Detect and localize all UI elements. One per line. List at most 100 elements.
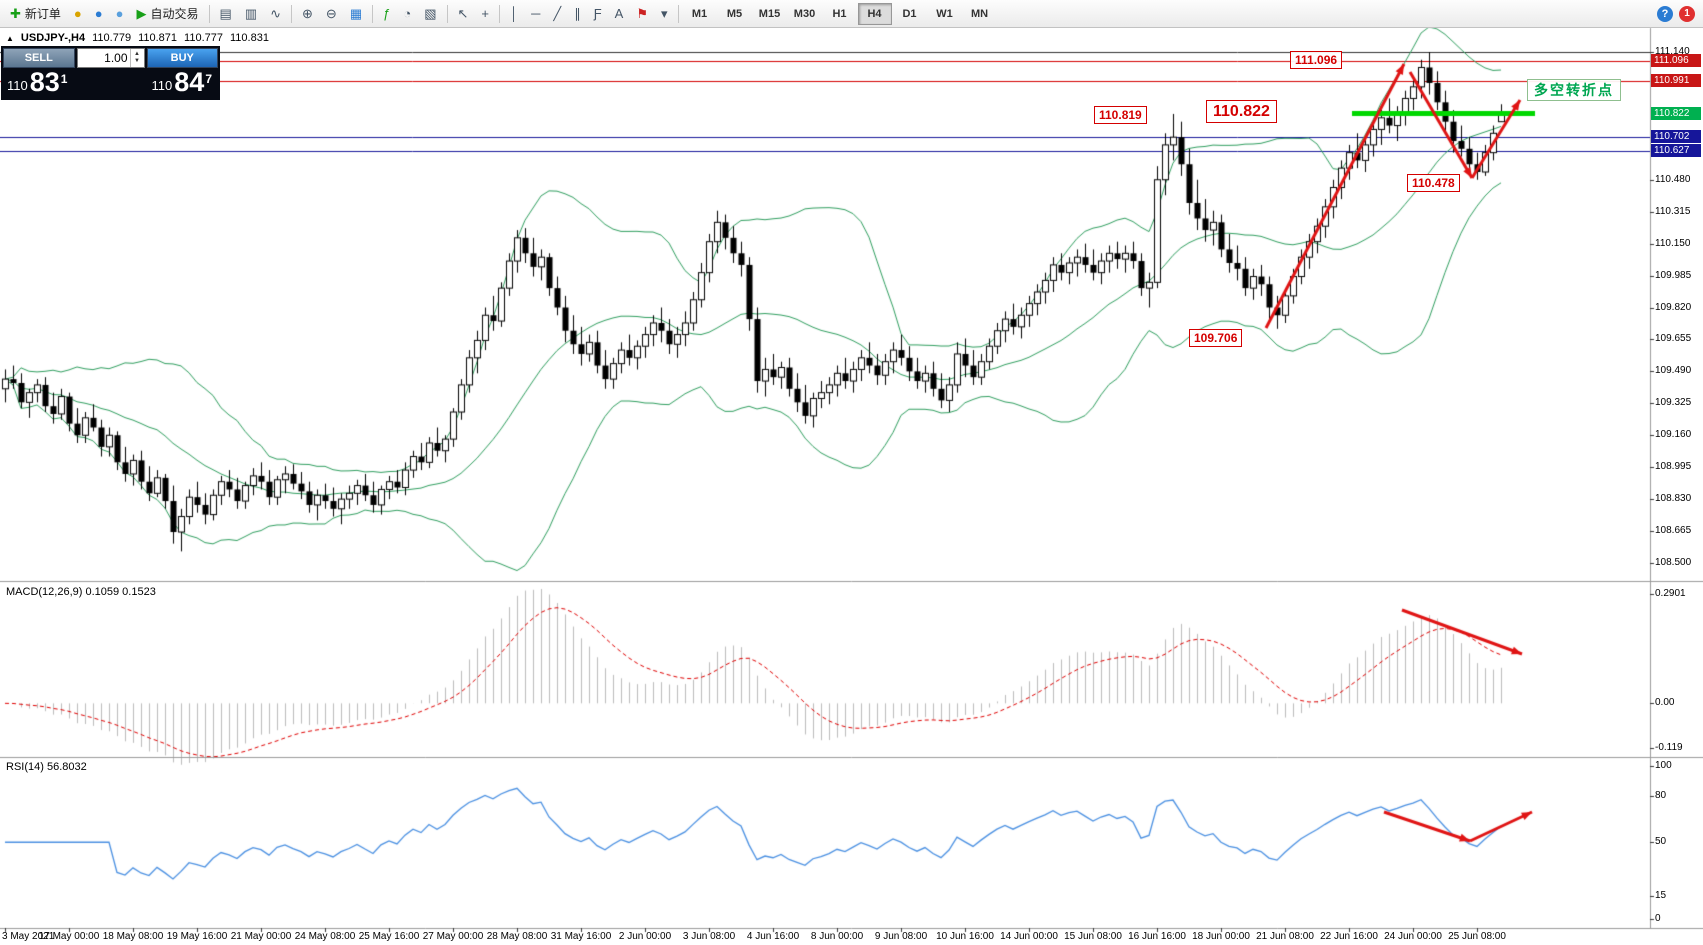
toolbar: ✚ 新订单 ● ● ● ▶ 自动交易 ▤ ▥ ∿ ⊕ ⊖ ▦ ƒ ◔ ▧ ↖ + │ ─ ╱ ∥ Ƒ A ⚑ ▾ M1 M5 M15 M3… — [0, 0, 1703, 28]
template-icon: ▧ — [424, 6, 437, 21]
autotrading-button-label: 自动交易 — [150, 7, 199, 21]
line-chart-button[interactable]: ∿ — [264, 2, 287, 26]
sell-price-sup: 1 — [60, 72, 68, 86]
cursor-icon: ↖ — [457, 6, 469, 21]
chat-button[interactable]: ● — [110, 2, 130, 26]
volume-field: ▲ ▼ — [76, 48, 145, 68]
deposit-icon-button[interactable]: ● — [68, 2, 88, 26]
toolbar-separator — [372, 4, 374, 23]
macd-indicator-label: MACD(12,26,9) 0.1059 0.1523 — [6, 586, 156, 598]
timeframe-m5-button[interactable]: M5 — [726, 7, 743, 20]
toolbar-separator — [291, 4, 293, 23]
price-level-label[interactable]: 110.819 — [1094, 106, 1147, 124]
help-icon[interactable]: ? — [1657, 5, 1673, 22]
text-button[interactable]: A — [609, 2, 630, 26]
new-order-button[interactable]: ✚ 新订单 — [4, 2, 67, 26]
timeframe-h4-button[interactable]: H4 — [857, 2, 892, 25]
new-order-button-label: 新订单 — [24, 7, 61, 21]
rsi-indicator-label: RSI(14) 56.8032 — [6, 761, 87, 773]
uptick-icon: ▲ — [6, 33, 14, 43]
toolbar-right-group: ? 1 — [1657, 5, 1699, 22]
trendline-button[interactable]: ╱ — [547, 2, 567, 26]
price-level-label[interactable]: 109.706 — [1189, 329, 1243, 347]
fibo-icon: Ƒ — [593, 6, 602, 21]
zoom-in-button[interactable]: ⊕ — [296, 2, 319, 26]
tline-icon: ╱ — [553, 6, 562, 21]
sell-button[interactable]: SELL — [3, 48, 75, 68]
candle-chart-button[interactable]: ▥ — [239, 2, 263, 26]
dot-blue2-icon: ● — [115, 6, 124, 21]
shapes-button[interactable]: ▾ — [655, 2, 674, 26]
cursor-button[interactable]: ↖ — [452, 2, 475, 26]
sell-price-big: 83 — [29, 67, 60, 97]
timeframe-d1-button[interactable]: D1 — [902, 7, 917, 20]
price-level-label[interactable]: 111.096 — [1290, 51, 1343, 69]
crosshair-icon: + — [481, 6, 490, 21]
vertical-line-button[interactable]: │ — [504, 2, 524, 26]
ohlc-close: 110.831 — [229, 32, 269, 44]
periods-button[interactable]: ◔ — [397, 2, 417, 26]
buy-price-big: 84 — [174, 67, 205, 97]
volume-spinner: ▲ ▼ — [129, 49, 144, 67]
ohlc-open: 110.779 — [92, 32, 132, 44]
crosshair-button[interactable]: + — [475, 2, 495, 26]
candles-icon: ▥ — [244, 6, 258, 21]
notifications-badge[interactable]: 1 — [1679, 5, 1695, 22]
buy-button[interactable]: BUY — [146, 48, 218, 68]
ohlc-high: 110.871 — [138, 32, 178, 44]
bar-chart-button[interactable]: ▤ — [214, 2, 238, 26]
community-button[interactable]: ● — [89, 2, 109, 26]
turning-point-label[interactable]: 多空转折点 — [1527, 79, 1621, 101]
tile-windows-button[interactable]: ▦ — [344, 2, 368, 26]
zoom-out-button[interactable]: ⊖ — [320, 2, 343, 26]
volume-up-button[interactable]: ▲ — [134, 51, 140, 57]
textA-icon: A — [614, 6, 624, 21]
volume-down-button[interactable]: ▼ — [134, 58, 140, 64]
timeframe-h1-button[interactable]: H1 — [832, 7, 847, 20]
toolbar-separator — [499, 4, 501, 23]
symbol-info: ▲ USDJPY-,H4 110.779 110.871 110.777 110… — [6, 32, 269, 44]
clock-icon: ◔ — [403, 6, 412, 21]
coin-icon: ● — [73, 6, 82, 21]
new-order-icon: ✚ — [10, 6, 21, 21]
caret-icon: ▾ — [660, 6, 668, 21]
timeframe-mn-button[interactable]: MN — [970, 7, 989, 20]
line-icon: ∿ — [270, 6, 282, 21]
horizontal-line-button[interactable]: ─ — [525, 2, 546, 26]
sell-price: 110 83 1 — [7, 67, 68, 97]
volume-input[interactable] — [77, 49, 130, 67]
ohlc-low: 110.777 — [184, 32, 223, 44]
sell-price-prefix: 110 — [7, 78, 28, 93]
bars-icon: ▤ — [219, 6, 232, 21]
buy-price: 110 84 7 — [151, 67, 212, 97]
channel-button[interactable]: ∥ — [568, 2, 587, 26]
timeframe-m1-button[interactable]: M1 — [691, 7, 708, 20]
fibonacci-button[interactable]: Ƒ — [588, 2, 608, 26]
zoom-out-icon: ⊖ — [325, 6, 337, 21]
indicators-button[interactable]: ƒ — [377, 2, 396, 26]
grid-icon: ▦ — [349, 6, 363, 21]
toolbar-separator — [677, 4, 679, 23]
dot-blue-icon: ● — [94, 6, 103, 21]
timeframe-w1-button[interactable]: W1 — [936, 7, 953, 20]
price-level-label[interactable]: 110.478 — [1407, 174, 1460, 192]
price-level-label[interactable]: 110.822 — [1206, 100, 1277, 123]
buy-price-sup: 7 — [205, 72, 212, 86]
flag-icon: ⚑ — [636, 6, 648, 21]
timeframe-m15-button[interactable]: M15 — [758, 7, 781, 20]
indicator-icon: ƒ — [383, 6, 391, 21]
toolbar-separator — [446, 4, 448, 23]
buy-price-prefix: 110 — [151, 78, 173, 93]
symbol-name: USDJPY-,H4 — [20, 32, 86, 44]
timeframe-m30-button[interactable]: M30 — [793, 7, 816, 20]
vline-icon: │ — [510, 6, 519, 21]
label-button[interactable]: ⚑ — [630, 2, 654, 26]
autotrading-button[interactable]: ▶ 自动交易 — [131, 2, 205, 26]
one-click-trading-panel: SELL ▲ ▼ BUY 110 83 1 110 — [1, 46, 220, 100]
templates-button[interactable]: ▧ — [418, 2, 442, 26]
channel-icon: ∥ — [574, 6, 581, 21]
